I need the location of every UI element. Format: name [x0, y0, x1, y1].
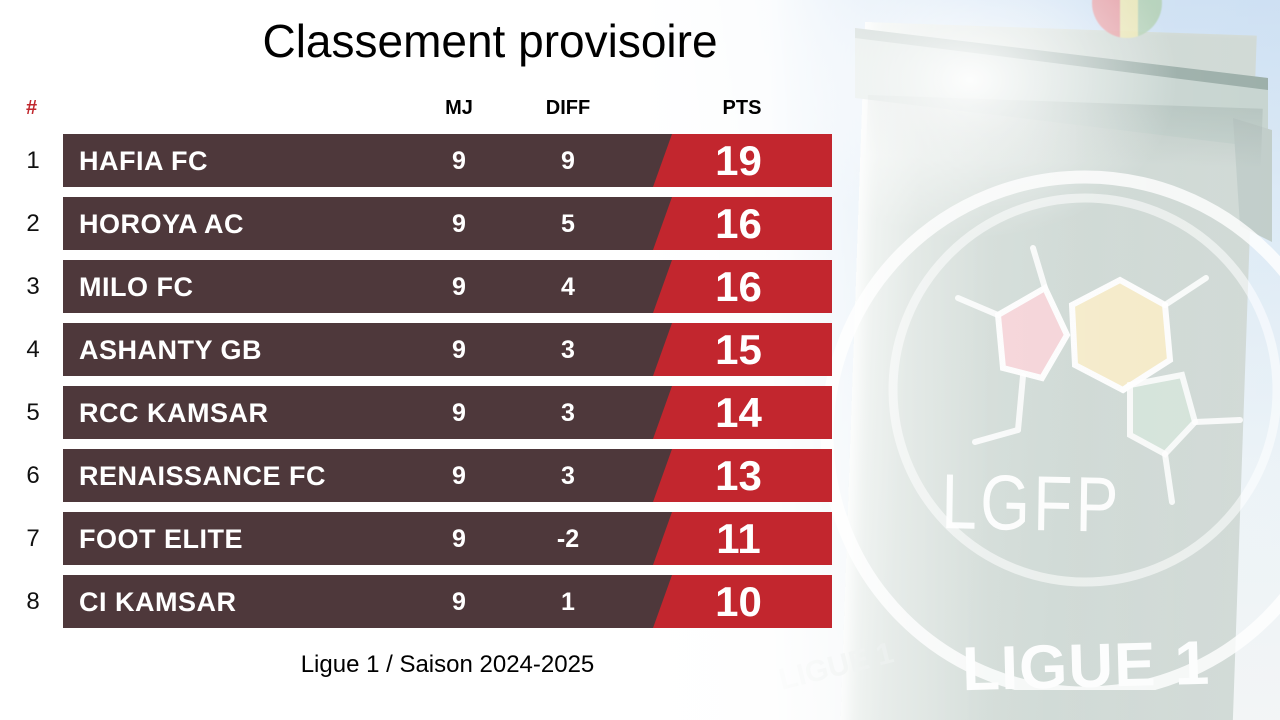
header-rank: # [26, 97, 38, 119]
mj-cell: 9 [452, 336, 466, 364]
mj-cell: 9 [452, 462, 466, 490]
team-cell: RCC KAMSAR [79, 398, 269, 428]
season-caption: Ligue 1 / Saison 2024-2025 [300, 651, 595, 678]
team-cell: ASHANTY GB [79, 335, 263, 365]
rank-cell: 4 [26, 336, 40, 363]
table-row: 5 RCC KAMSAR 9 3 14 [26, 386, 832, 439]
rank-cell: 3 [26, 273, 40, 300]
points-cell: 15 [715, 325, 762, 373]
points-badge: 16 [653, 260, 832, 313]
team-cell: HOROYA AC [79, 209, 245, 239]
mj-cell: 9 [452, 210, 466, 238]
points-cell: 13 [715, 451, 762, 499]
points-cell: 11 [716, 514, 761, 562]
rank-cell: 2 [26, 210, 40, 237]
header-pts: PTS [722, 97, 762, 119]
points-cell: 10 [715, 577, 762, 625]
mj-cell: 9 [452, 399, 466, 427]
table-header: # MJ DIFF PTS [0, 97, 1280, 123]
standings-table: 1 HAFIA FC 9 9 19 2 HOROYA AC 9 5 16 3 M… [26, 134, 832, 628]
mj-cell: 9 [452, 588, 466, 616]
header-mj: MJ [445, 97, 473, 119]
table-row: 8 CI KAMSAR 9 1 10 [26, 575, 832, 628]
rank-cell: 1 [26, 147, 40, 174]
team-cell: HAFIA FC [79, 146, 208, 176]
diff-cell: 3 [561, 336, 575, 364]
page-title: Classement provisoire [262, 15, 718, 67]
diff-cell: 1 [561, 588, 575, 616]
header-diff: DIFF [545, 97, 591, 119]
mj-cell: 9 [452, 525, 466, 553]
table-row: 3 MILO FC 9 4 16 [26, 260, 832, 313]
points-cell: 14 [715, 388, 762, 436]
points-badge: 11 [653, 512, 832, 565]
diff-cell: 3 [561, 462, 575, 490]
points-cell: 19 [715, 136, 762, 184]
rank-cell: 8 [26, 588, 40, 615]
diff-cell: -2 [556, 525, 580, 553]
points-badge: 14 [653, 386, 832, 439]
team-cell: CI KAMSAR [79, 587, 237, 617]
table-row: 7 FOOT ELITE 9 -2 11 [26, 512, 832, 565]
points-badge: 13 [653, 449, 832, 502]
team-cell: FOOT ELITE [79, 524, 243, 554]
rank-cell: 5 [26, 399, 40, 426]
diff-cell: 5 [561, 210, 575, 238]
mj-cell: 9 [452, 147, 466, 175]
table-row: 4 ASHANTY GB 9 3 15 [26, 323, 832, 376]
table-row: 6 RENAISSANCE FC 9 3 13 [26, 449, 832, 502]
points-badge: 19 [653, 134, 832, 187]
table-row: 2 HOROYA AC 9 5 16 [26, 197, 832, 250]
team-cell: MILO FC [79, 272, 194, 302]
points-cell: 16 [715, 199, 762, 247]
points-badge: 15 [653, 323, 832, 376]
rank-cell: 7 [26, 525, 40, 552]
diff-cell: 3 [561, 399, 575, 427]
points-cell: 16 [715, 262, 762, 310]
points-badge: 10 [653, 575, 832, 628]
team-cell: RENAISSANCE FC [79, 461, 327, 491]
table-row: 1 HAFIA FC 9 9 19 [26, 134, 832, 187]
diff-cell: 4 [561, 273, 575, 301]
rank-cell: 6 [26, 462, 40, 489]
diff-cell: 9 [561, 147, 575, 175]
points-badge: 16 [653, 197, 832, 250]
mj-cell: 9 [452, 273, 466, 301]
